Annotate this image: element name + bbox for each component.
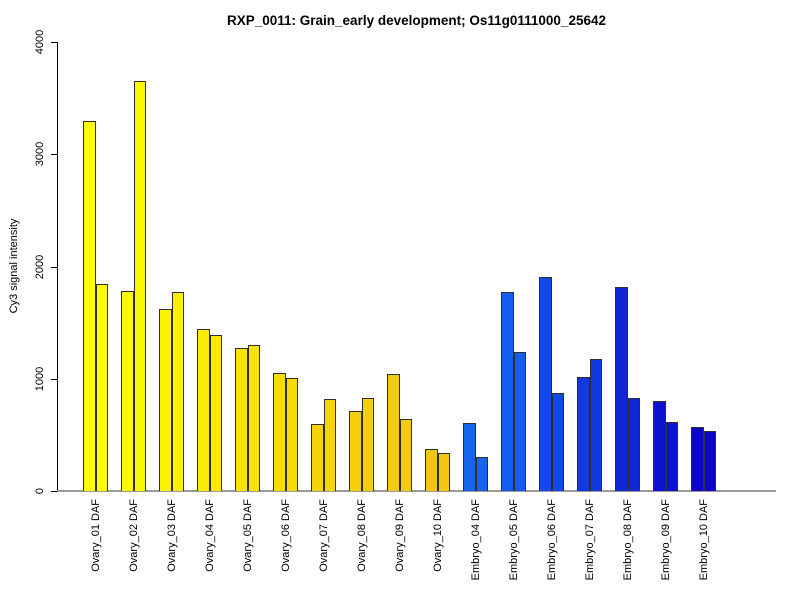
x-label-embryo_06-daf: Embryo_06 DAF bbox=[545, 499, 558, 581]
bar-embryo_04-daf-2 bbox=[475, 457, 489, 491]
y-tick-label-3000: 3000 bbox=[34, 142, 46, 167]
x-label-ovary_04-daf: Ovary_04 DAF bbox=[203, 499, 216, 572]
x-label-embryo_04-daf: Embryo_04 DAF bbox=[469, 499, 482, 581]
bar-ovary_04-daf-1 bbox=[197, 329, 210, 491]
x-label-ovary_10-daf: Ovary_10 DAF bbox=[431, 499, 444, 572]
x-label-embryo_10-daf: Embryo_10 DAF bbox=[697, 499, 710, 581]
bar-ovary_07-daf-2 bbox=[323, 398, 337, 491]
bar-embryo_06-daf-2 bbox=[551, 392, 565, 491]
x-baseline bbox=[57, 490, 776, 492]
y-axis-line bbox=[57, 42, 58, 492]
x-label-ovary_01-daf: Ovary_01 DAF bbox=[89, 499, 102, 572]
bar-ovary_09-daf-1 bbox=[387, 374, 400, 491]
bar-embryo_07-daf-2 bbox=[589, 358, 603, 491]
y-tick-4000 bbox=[51, 42, 57, 43]
y-tick-2000 bbox=[51, 266, 57, 268]
bar-embryo_10-daf-1 bbox=[691, 427, 704, 491]
bar-embryo_08-daf-2 bbox=[627, 397, 641, 491]
y-tick-label-4000: 4000 bbox=[34, 29, 46, 55]
x-label-embryo_07-daf: Embryo_07 DAF bbox=[583, 499, 596, 581]
bar-ovary_10-daf-2 bbox=[437, 453, 451, 491]
x-label-ovary_08-daf: Ovary_08 DAF bbox=[355, 499, 368, 572]
y-tick-3000 bbox=[51, 154, 57, 156]
bar-ovary_01-daf-1 bbox=[83, 120, 96, 491]
x-label-ovary_02-daf: Ovary_02 DAF bbox=[127, 499, 140, 572]
y-tick-label-2000: 2000 bbox=[34, 254, 46, 279]
y-tick-label-1000: 1000 bbox=[34, 366, 46, 391]
chart-title: RXP_0011: Grain_early development; Os11g… bbox=[226, 13, 606, 28]
bar-embryo_07-daf-1 bbox=[577, 376, 590, 491]
x-label-ovary_05-daf: Ovary_05 DAF bbox=[241, 499, 254, 572]
bar-embryo_09-daf-2 bbox=[665, 421, 679, 491]
bar-embryo_05-daf-1 bbox=[501, 292, 514, 491]
x-label-ovary_03-daf: Ovary_03 DAF bbox=[165, 499, 178, 572]
bar-ovary_09-daf-2 bbox=[399, 419, 413, 491]
x-label-embryo_05-daf: Embryo_05 DAF bbox=[507, 499, 520, 581]
y-axis-title: Cy3 signal intensity bbox=[8, 218, 20, 314]
bar-embryo_10-daf-2 bbox=[703, 430, 717, 491]
bar-ovary_04-daf-2 bbox=[209, 334, 223, 491]
bar-ovary_03-daf-2 bbox=[171, 292, 185, 491]
bar-ovary_05-daf-1 bbox=[235, 348, 248, 491]
x-label-ovary_06-daf: Ovary_06 DAF bbox=[279, 499, 292, 572]
bar-ovary_08-daf-2 bbox=[361, 397, 375, 491]
x-label-ovary_09-daf: Ovary_09 DAF bbox=[393, 499, 406, 572]
bar-ovary_02-daf-1 bbox=[121, 291, 134, 491]
bar-ovary_10-daf-1 bbox=[425, 449, 438, 491]
bar-embryo_09-daf-1 bbox=[653, 401, 666, 491]
bar-ovary_08-daf-1 bbox=[349, 410, 362, 491]
bar-ovary_06-daf-1 bbox=[273, 373, 286, 491]
bar-embryo_05-daf-2 bbox=[513, 351, 527, 491]
bar-ovary_07-daf-1 bbox=[311, 423, 324, 491]
plot-area bbox=[57, 42, 776, 491]
y-tick-1000 bbox=[51, 378, 57, 380]
bar-ovary_05-daf-2 bbox=[247, 345, 261, 491]
bar-ovary_03-daf-1 bbox=[159, 309, 172, 491]
y-tick-0 bbox=[51, 491, 57, 492]
bar-ovary_02-daf-2 bbox=[133, 81, 147, 491]
x-label-embryo_09-daf: Embryo_09 DAF bbox=[659, 499, 672, 581]
bar-embryo_06-daf-1 bbox=[539, 276, 552, 491]
y-tick-label-0: 0 bbox=[34, 487, 46, 495]
bar-ovary_06-daf-2 bbox=[285, 377, 299, 491]
bar-embryo_08-daf-1 bbox=[615, 286, 628, 491]
x-label-ovary_07-daf: Ovary_07 DAF bbox=[317, 499, 330, 572]
bar-ovary_01-daf-2 bbox=[95, 284, 109, 491]
x-label-embryo_08-daf: Embryo_08 DAF bbox=[621, 499, 634, 581]
bar-embryo_04-daf-1 bbox=[463, 422, 476, 491]
